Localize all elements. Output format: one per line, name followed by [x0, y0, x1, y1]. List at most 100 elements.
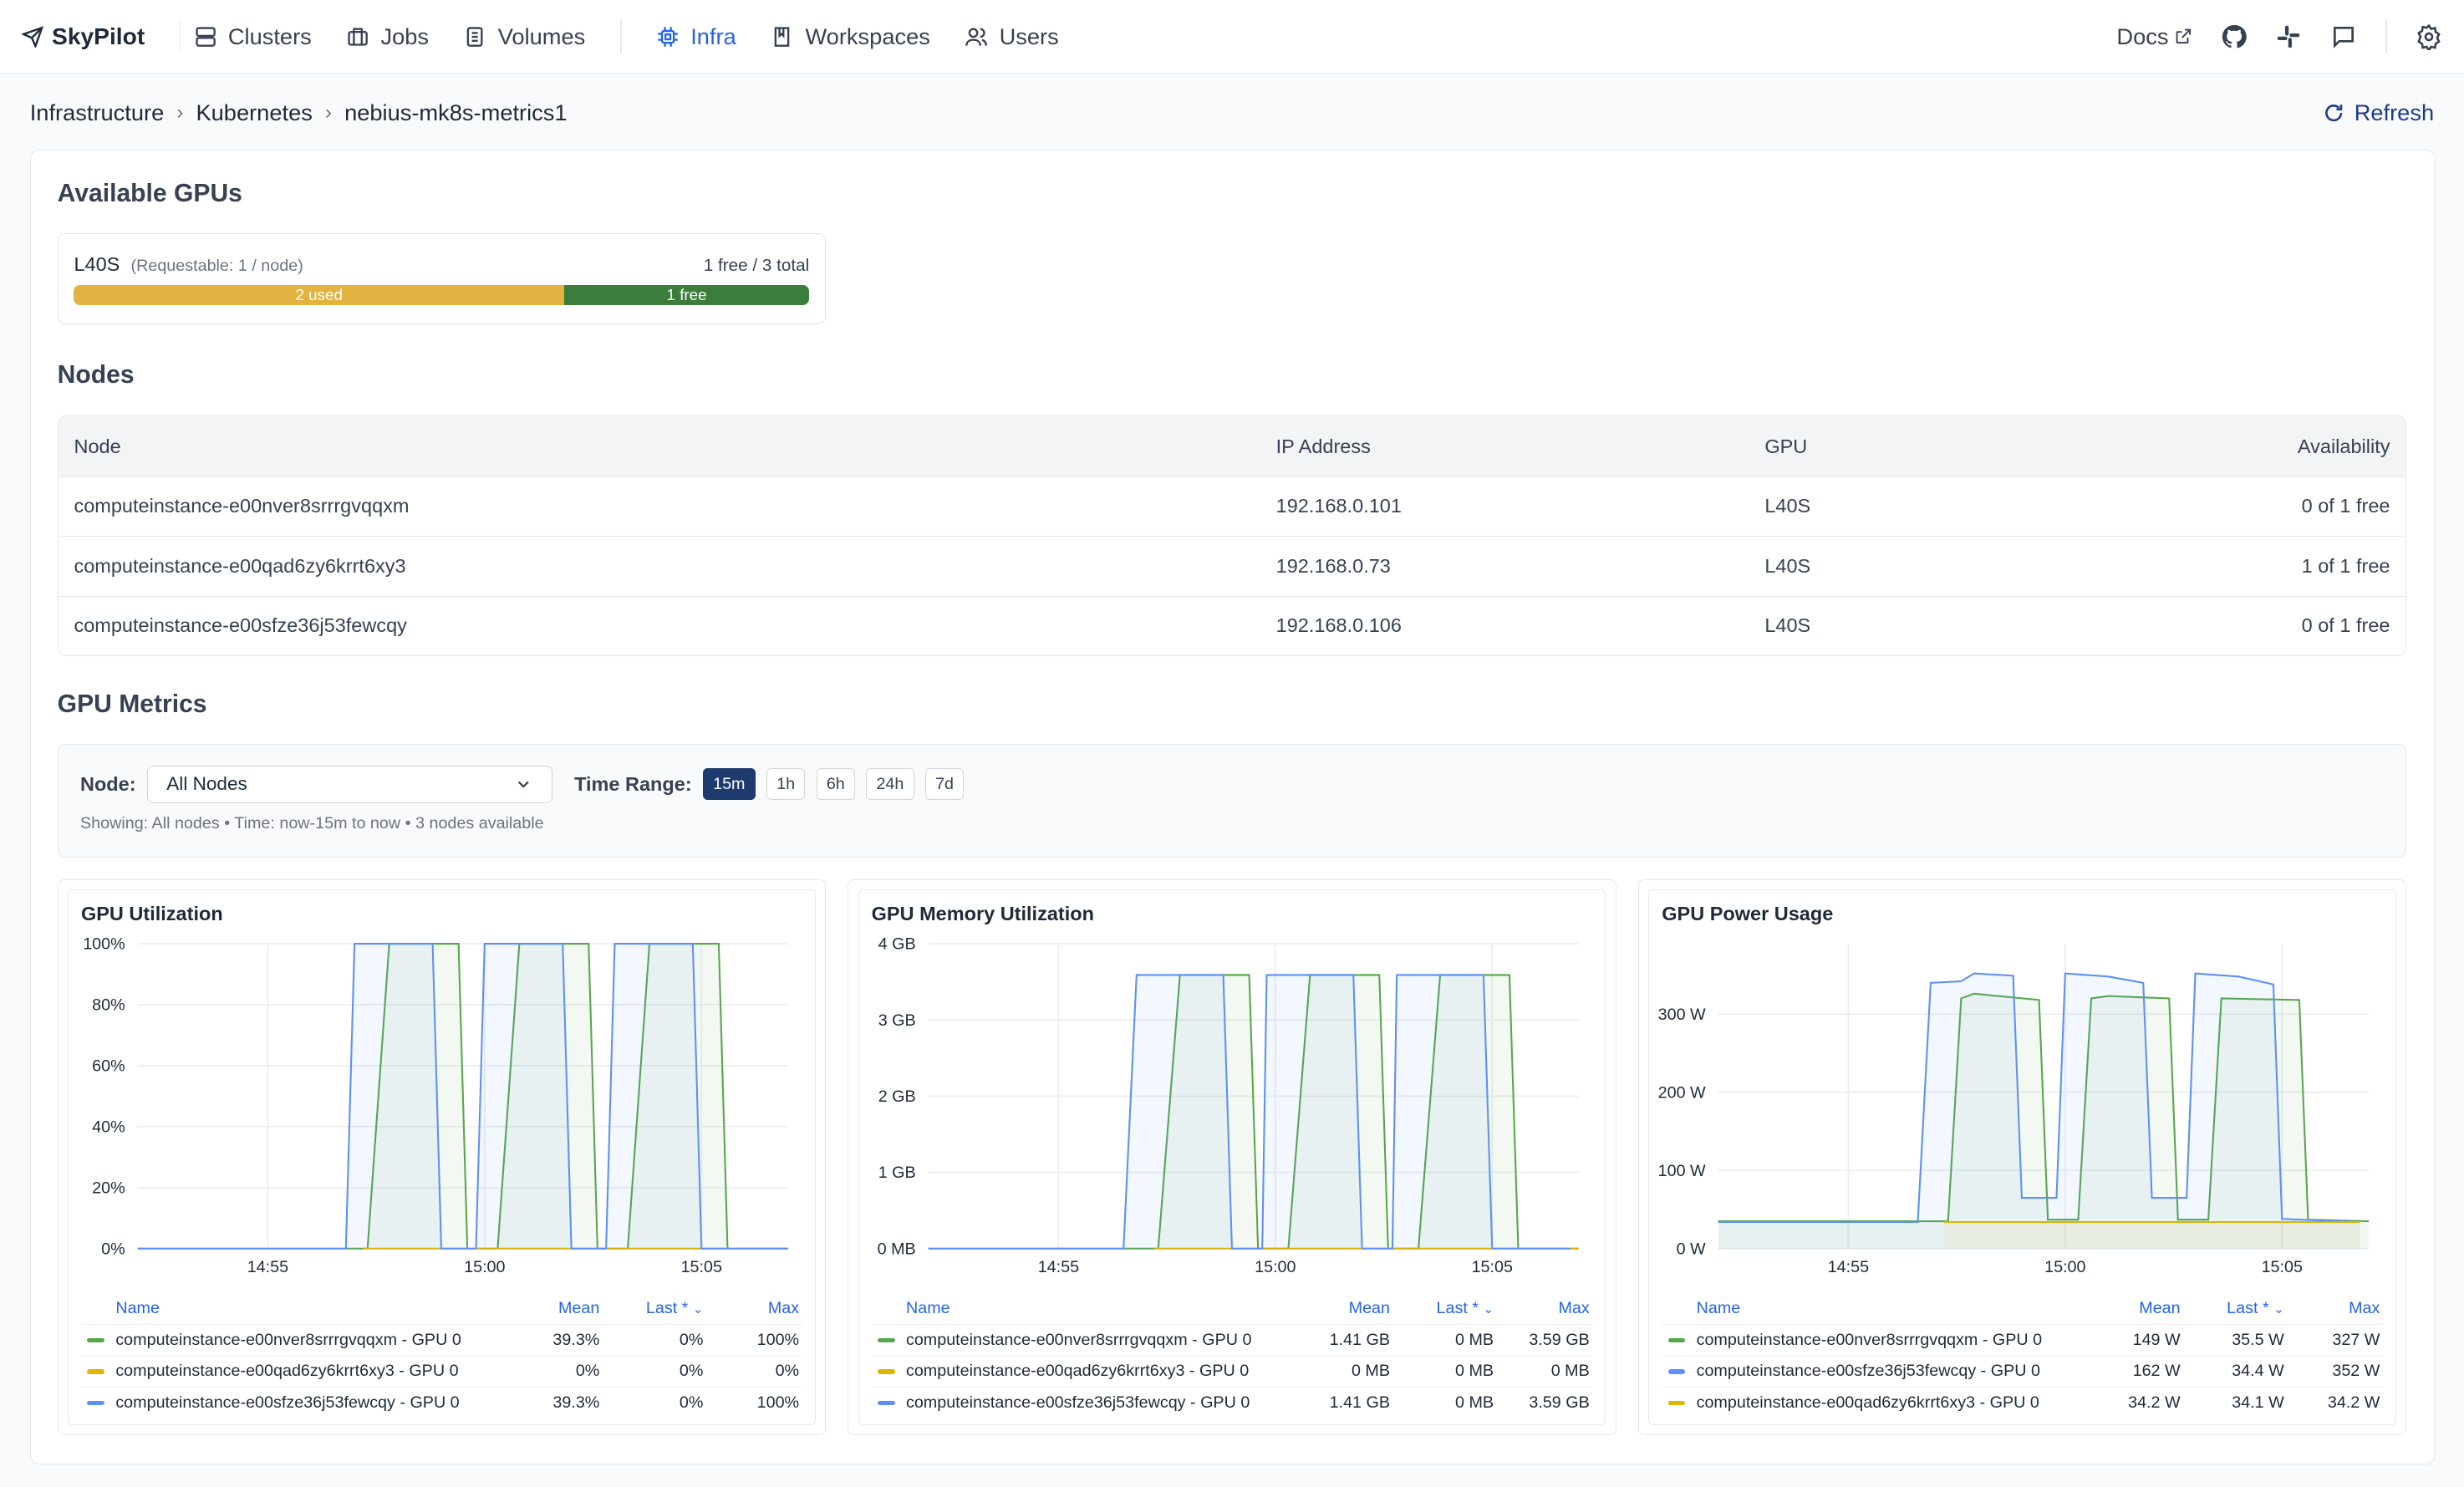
node-select[interactable]: All Nodes — [146, 765, 552, 803]
series-mean: 0 MB — [1351, 1362, 1390, 1381]
chevron-down-icon — [517, 781, 529, 788]
x-tick-label: 15:00 — [1255, 1258, 1296, 1276]
nav-divider — [179, 19, 181, 54]
legend-row[interactable]: computeinstance-e00qad6zy6krrt6xy3 - GPU… — [80, 1355, 802, 1388]
series-name: computeinstance-e00nver8srrrgvqqxm - GPU… — [115, 1330, 461, 1349]
legend-col-last[interactable]: Last * ⌄ — [1390, 1299, 1494, 1318]
legend-col-last-label: Last * — [2227, 1298, 2269, 1317]
range-7d-button[interactable]: 7d — [924, 768, 965, 800]
legend-col-max[interactable]: Max — [767, 1298, 800, 1317]
chevron-right-icon: › — [176, 101, 184, 125]
legend-row[interactable]: computeinstance-e00sfze36j53fewcqy - GPU… — [80, 1387, 802, 1418]
nav-item-users[interactable]: Users — [965, 23, 1059, 50]
range-1h-button[interactable]: 1h — [766, 768, 806, 800]
series-name: computeinstance-e00qad6zy6krrt6xy3 - GPU… — [905, 1362, 1250, 1381]
legend-col-name[interactable]: Name — [905, 1298, 950, 1317]
legend-row[interactable]: computeinstance-e00qad6zy6krrt6xy3 - GPU… — [1662, 1387, 2383, 1418]
legend-col-last[interactable]: Last * ⌄ — [599, 1298, 704, 1318]
x-tick-label: 15:05 — [681, 1258, 722, 1276]
col-ip: IP Address — [1275, 435, 1371, 457]
chat-icon[interactable] — [2330, 23, 2357, 50]
node-ip: 192.168.0.73 — [1275, 554, 1391, 577]
table-row: computeinstance-e00nver8srrrgvqqxm 192.1… — [58, 476, 2406, 536]
range-15m-button[interactable]: 15m — [702, 768, 756, 800]
github-icon[interactable] — [2221, 23, 2248, 50]
legend-col-max[interactable]: Max — [1558, 1298, 1590, 1317]
legend-col-name[interactable]: Name — [1696, 1298, 1741, 1317]
nav-item-volumes[interactable]: Volumes — [463, 23, 585, 50]
series-name: computeinstance-e00nver8srrrgvqqxm - GPU… — [1696, 1330, 2043, 1349]
legend-col-mean[interactable]: Mean — [1348, 1298, 1390, 1317]
chart-legend: Name Mean Last * ⌄ Max computeinstance-e… — [871, 1292, 1593, 1418]
legend-col-last-label: Last * — [645, 1298, 689, 1317]
series-line — [1718, 972, 2360, 1224]
series-area — [1718, 973, 2360, 1249]
refresh-button[interactable]: Refresh — [2323, 99, 2434, 126]
breadcrumb-infrastructure[interactable]: Infrastructure — [29, 99, 165, 126]
legend-row[interactable]: computeinstance-e00nver8srrrgvqqxm - GPU… — [871, 1324, 1593, 1356]
breadcrumb-kubernetes[interactable]: Kubernetes — [196, 99, 313, 126]
table-row: computeinstance-e00sfze36j53fewcqy 192.1… — [58, 595, 2406, 655]
series-last: 34.1 W — [2232, 1393, 2284, 1413]
series-max: 3.59 GB — [1529, 1393, 1590, 1413]
node-name: computeinstance-e00nver8srrrgvqqxm — [74, 495, 410, 517]
node-ip: 192.168.0.106 — [1275, 614, 1402, 637]
series-name: computeinstance-e00sfze36j53fewcqy - GPU… — [115, 1393, 460, 1413]
gpu-summary: 1 free / 3 total — [703, 255, 810, 275]
range-6h-button[interactable]: 6h — [816, 768, 856, 800]
legend-row[interactable]: computeinstance-e00nver8srrrgvqqxm - GPU… — [1662, 1324, 2383, 1356]
infra-panel: Available GPUs L40S (Requestable: 1 / no… — [29, 149, 2436, 1465]
series-mean: 1.41 GB — [1329, 1330, 1390, 1349]
legend-col-mean[interactable]: Mean — [557, 1298, 600, 1317]
server-icon — [195, 26, 216, 47]
gpu-utilization-chart: 0% 20% 40% 60% 80% 100% 14:55 15:00 15:05 — [83, 935, 788, 1276]
chart-title: GPU Utilization — [80, 903, 223, 925]
nav-item-workspaces[interactable]: Workspaces — [771, 23, 930, 50]
x-tick-label: 15:05 — [2262, 1258, 2303, 1276]
nav-label: Users — [999, 23, 1059, 49]
series-line — [137, 943, 788, 1250]
series-area — [928, 975, 1571, 1249]
legend-row[interactable]: computeinstance-e00nver8srrrgvqqxm - GPU… — [80, 1324, 802, 1356]
series-name: computeinstance-e00qad6zy6krrt6xy3 - GPU… — [1696, 1393, 2039, 1413]
legend-col-last[interactable]: Last * ⌄ — [2181, 1299, 2284, 1318]
node-filter-label: Node: — [79, 772, 136, 795]
brand-logo[interactable]: SkyPilot — [22, 23, 145, 50]
chart-title: GPU Memory Utilization — [871, 903, 1094, 925]
nav-item-jobs[interactable]: Jobs — [346, 23, 429, 50]
col-availability: Availability — [2297, 435, 2390, 457]
node-select-value: All Nodes — [166, 773, 247, 795]
nav-item-clusters[interactable]: Clusters — [194, 23, 312, 50]
legend-header: Name Mean Last * ⌄ Max — [872, 1292, 1593, 1324]
series-area — [137, 944, 788, 1249]
y-tick-label: 3 GB — [878, 1011, 915, 1030]
series-max: 352 W — [2332, 1362, 2380, 1381]
docs-link[interactable]: Docs — [2116, 23, 2192, 50]
series-swatch — [878, 1337, 895, 1343]
legend-col-name[interactable]: Name — [115, 1298, 160, 1317]
legend-row[interactable]: computeinstance-e00sfze36j53fewcqy - GPU… — [1662, 1355, 2383, 1388]
brand-name: SkyPilot — [52, 23, 145, 50]
y-tick-label: 100 W — [1658, 1162, 1706, 1180]
top-right-actions: Docs — [2116, 19, 2442, 54]
series-last: 0 MB — [1455, 1362, 1494, 1381]
series-swatch — [1667, 1337, 1686, 1343]
legend-row[interactable]: computeinstance-e00sfze36j53fewcqy - GPU… — [871, 1387, 1593, 1418]
gpu-usage-bar: 2 used 1 free — [74, 285, 810, 306]
refresh-label: Refresh — [2354, 99, 2435, 126]
gear-icon[interactable] — [2416, 23, 2442, 50]
nav-item-infra[interactable]: Infra — [656, 23, 736, 50]
series-line — [928, 974, 1571, 1250]
series-mean: 0% — [575, 1362, 600, 1381]
gpu-card: L40S (Requestable: 1 / node) 1 free / 3 … — [57, 233, 826, 325]
series-mean: 162 W — [2132, 1362, 2181, 1381]
legend-col-mean[interactable]: Mean — [2139, 1298, 2181, 1317]
range-24h-button[interactable]: 24h — [866, 768, 914, 800]
slack-icon[interactable] — [2275, 23, 2302, 50]
legend-row[interactable]: computeinstance-e00qad6zy6krrt6xy3 - GPU… — [871, 1355, 1593, 1388]
breadcrumb: Infrastructure › Kubernetes › nebius-mk8… — [30, 99, 568, 126]
legend-col-max[interactable]: Max — [2349, 1298, 2380, 1317]
breadcrumb-row: Infrastructure › Kubernetes › nebius-mk8… — [0, 74, 2464, 152]
gpu-memory-card: GPU Memory Utilization 0 MB 1 GB 2 GB 3 GB 4… — [848, 878, 1616, 1436]
nav-divider — [2385, 19, 2387, 54]
